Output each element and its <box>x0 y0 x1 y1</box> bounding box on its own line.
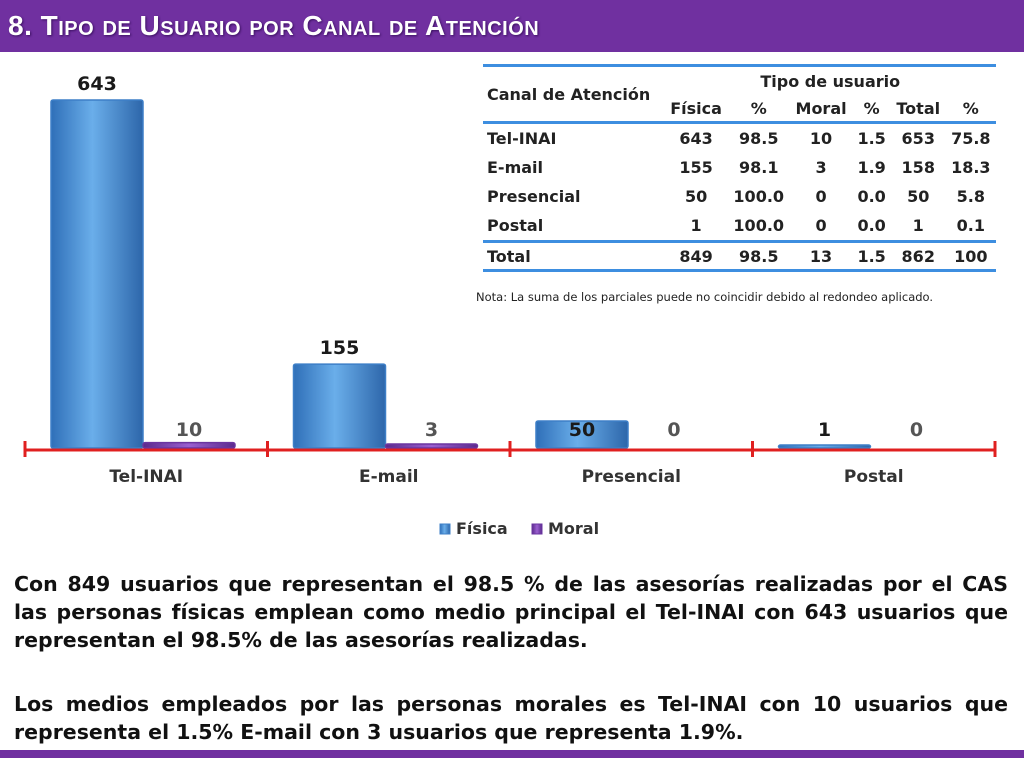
table-cell: 1 <box>690 216 702 235</box>
table-cell: 98.1 <box>738 158 779 177</box>
row-label: E-mail <box>487 158 544 177</box>
table-cell: 98.5 <box>738 129 779 148</box>
table-note: Nota: La suma de los parciales puede no … <box>476 290 934 304</box>
table-cell: 1 <box>912 216 924 235</box>
value-label: 50 <box>569 419 595 441</box>
table-cell: 100.0 <box>733 187 785 206</box>
table-cell: 100 <box>945 240 996 272</box>
legend-swatch-moral <box>531 523 543 535</box>
table-cell: 3 <box>815 158 827 177</box>
subheader-total: Total <box>890 95 946 124</box>
table-subheader-row: Física % Moral % Total % <box>483 95 996 124</box>
category-label: E-mail <box>359 467 419 487</box>
table-total-row: Total 849 98.5 13 1.5 862 100 <box>483 240 996 272</box>
legend-swatch-fisica <box>439 523 451 535</box>
title-bar: 8. Tipo de Usuario por Canal de Atención <box>0 0 1024 52</box>
table-row: Presencial 50 100.0 0 0.0 50 5.8 <box>483 182 996 211</box>
subheader-moral: Moral <box>789 95 853 124</box>
value-label: 155 <box>320 337 360 359</box>
bar-moral-tel-inai <box>142 441 236 449</box>
table-cell: 1.5 <box>857 129 886 148</box>
table-cell: 0.0 <box>857 187 886 206</box>
table-cell: 75.8 <box>951 129 991 148</box>
value-label: 0 <box>667 419 680 441</box>
table-cell: 100.0 <box>733 216 785 235</box>
bar-fisica-e-mail <box>292 363 387 449</box>
summary-paragraph-moral: Los medios empleados por las personas mo… <box>14 692 1008 744</box>
subheader-pct-moral: % <box>852 95 891 124</box>
category-label: Tel-INAI <box>109 467 183 487</box>
header-canal: Canal de Atención <box>483 64 665 124</box>
bar-fisica-tel-inai <box>50 99 144 449</box>
subheader-pct-fisica: % <box>727 95 790 124</box>
row-label: Presencial <box>487 187 581 206</box>
value-label: 0 <box>910 419 923 441</box>
page-title: 8. Tipo de Usuario por Canal de Atención <box>8 10 540 41</box>
data-table: Canal de Atención Tipo de usuario Física… <box>483 64 996 272</box>
table-cell: 643 <box>679 129 713 148</box>
table-cell: 862 <box>890 240 946 272</box>
table-cell: 158 <box>901 158 935 177</box>
row-label: Tel-INAI <box>487 129 557 148</box>
table-cell: 653 <box>901 129 935 148</box>
table-cell: 10 <box>809 129 833 148</box>
table-cell: 0 <box>815 187 827 206</box>
subheader-pct-total: % <box>945 95 996 124</box>
table-cell: 1.5 <box>852 240 891 272</box>
table-row: Tel-INAI 643 98.5 10 1.5 653 75.8 <box>483 123 996 154</box>
value-label: 1 <box>818 419 831 441</box>
table-cell: 5.8 <box>956 187 985 206</box>
table-cell: 50 <box>907 187 930 206</box>
bottom-bar <box>0 750 1024 758</box>
category-label: Presencial <box>582 467 681 487</box>
legend-label: Física <box>456 519 508 538</box>
row-label: Total <box>483 240 665 272</box>
bar-fisica-postal <box>777 444 872 449</box>
table-cell: 98.5 <box>727 240 790 272</box>
table-cell: 0.0 <box>857 216 886 235</box>
table-cell: 0.1 <box>956 216 985 235</box>
bar-fisica-presencial <box>535 420 629 449</box>
bar-moral-e-mail <box>384 443 479 449</box>
table-row: E-mail 155 98.1 3 1.9 158 18.3 <box>483 153 996 182</box>
table-row: Postal 1 100.0 0 0.0 1 0.1 <box>483 211 996 242</box>
table-cell: 18.3 <box>951 158 991 177</box>
table-cell: 13 <box>789 240 853 272</box>
legend-label: Moral <box>548 519 599 538</box>
value-label: 3 <box>425 419 438 441</box>
table-cell: 0 <box>815 216 827 235</box>
value-label: 643 <box>77 73 117 95</box>
table-cell: 849 <box>664 240 728 272</box>
table-cell: 50 <box>684 187 708 206</box>
table-cell: 1.9 <box>857 158 886 177</box>
subheader-fisica: Física <box>664 95 728 124</box>
category-label: Postal <box>844 467 904 487</box>
header-tipo-usuario: Tipo de usuario <box>664 64 996 95</box>
table-header-row: Canal de Atención Tipo de usuario <box>483 64 996 124</box>
value-label: 10 <box>176 419 202 441</box>
table-cell: 155 <box>679 158 713 177</box>
summary-paragraph-fisica: Con 849 usuarios que representan el 98.5… <box>14 572 1008 652</box>
row-label: Postal <box>487 216 544 235</box>
